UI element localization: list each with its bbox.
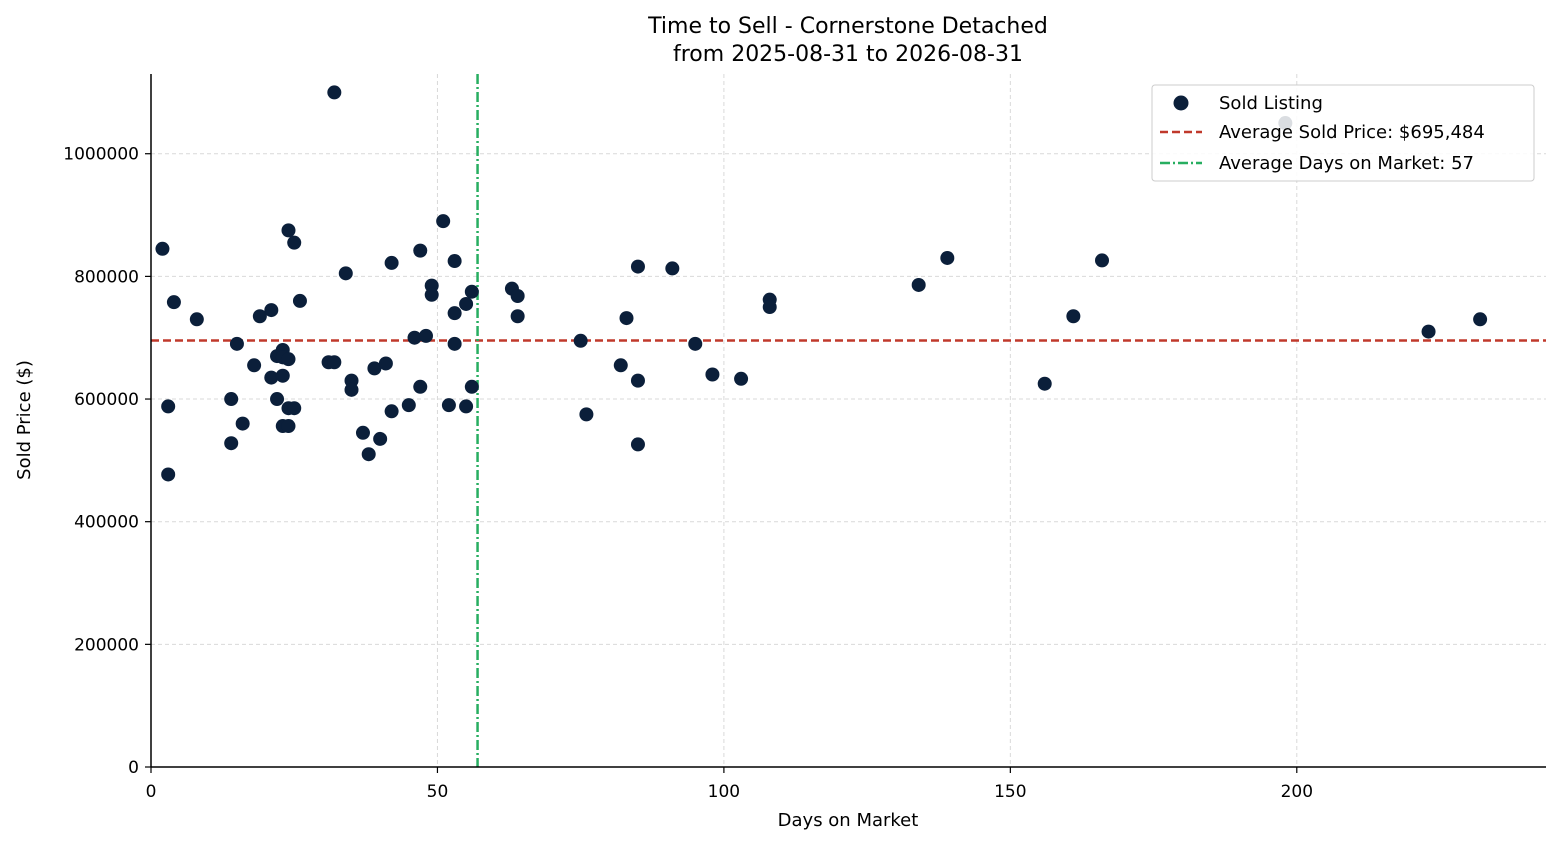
data-point [287, 235, 302, 250]
data-point [292, 293, 307, 308]
data-point [166, 295, 181, 310]
x-tick-label: 50 [427, 782, 449, 802]
data-point [630, 373, 645, 388]
legend-label-avg-price: Average Sold Price: $695,484 [1219, 122, 1485, 143]
x-tick-label: 150 [994, 782, 1026, 802]
data-point [281, 223, 296, 238]
data-point [424, 287, 439, 302]
data-point [1473, 312, 1488, 327]
data-point [630, 437, 645, 452]
data-point [734, 371, 749, 386]
data-point [1037, 376, 1052, 391]
data-point [613, 358, 628, 373]
legend: Sold Listing Average Sold Price: $695,48… [1151, 84, 1535, 182]
y-tick-label: 1000000 [63, 145, 139, 165]
data-point [161, 467, 176, 482]
x-axis-label: Days on Market [778, 810, 919, 831]
data-point [1095, 253, 1110, 268]
axes [145, 74, 1546, 773]
data-point [413, 243, 428, 258]
data-point [264, 370, 279, 385]
x-tick-label: 200 [1281, 782, 1313, 802]
data-point [264, 303, 279, 318]
data-point [447, 254, 462, 269]
data-point [270, 392, 285, 407]
data-point [344, 382, 359, 397]
data-point [275, 368, 290, 383]
legend-box [1151, 84, 1535, 182]
data-point [384, 255, 399, 270]
data-point [224, 436, 239, 451]
data-point [407, 330, 422, 345]
data-point [447, 306, 462, 321]
y-tick-label: 400000 [74, 513, 139, 533]
data-point [464, 284, 479, 299]
data-point [287, 401, 302, 416]
data-point [281, 419, 296, 434]
data-point [361, 447, 376, 462]
data-point [705, 367, 720, 382]
data-point [224, 392, 239, 407]
data-point [235, 416, 250, 431]
data-point [459, 399, 474, 414]
data-point [510, 309, 525, 324]
data-point [401, 398, 416, 413]
data-point [665, 261, 680, 276]
data-point [189, 312, 204, 327]
chart-subtitle: from 2025-08-31 to 2026-08-31 [673, 42, 1023, 67]
legend-label-avg-days: Average Days on Market: 57 [1219, 153, 1474, 174]
reference-lines [151, 74, 1546, 767]
data-point [441, 398, 456, 413]
y-tick-label: 0 [128, 758, 139, 778]
data-point [373, 431, 388, 446]
data-point [247, 358, 262, 373]
y-axis-label: Sold Price ($) [14, 360, 35, 480]
legend-label-sold-listing: Sold Listing [1219, 93, 1323, 114]
data-point [1421, 324, 1436, 339]
data-point [630, 259, 645, 274]
data-point [619, 311, 634, 326]
data-point [464, 379, 479, 394]
data-point [155, 241, 170, 256]
data-point [418, 328, 433, 343]
data-point [413, 379, 428, 394]
data-point [459, 296, 474, 311]
chart-title: Time to Sell - Cornerstone Detached [647, 14, 1048, 39]
data-point [447, 336, 462, 351]
data-point [579, 407, 594, 422]
data-point [688, 336, 703, 351]
data-point [161, 399, 176, 414]
data-point [384, 404, 399, 419]
x-tick-label: 100 [708, 782, 740, 802]
data-point [355, 425, 370, 440]
data-point [940, 250, 955, 265]
tick-labels: 0 50 100 150 200 0 200000 400000 600000 800000 100… [63, 145, 1313, 802]
y-tick-label: 800000 [74, 267, 139, 287]
data-point [338, 266, 353, 281]
data-point [252, 309, 267, 324]
data-point [378, 356, 393, 371]
data-point [281, 352, 296, 367]
legend-marker-sold-listing [1173, 95, 1189, 111]
data-point [1066, 309, 1081, 324]
y-tick-label: 600000 [74, 390, 139, 410]
y-tick-label: 200000 [74, 635, 139, 655]
data-point [229, 336, 244, 351]
data-point [436, 214, 451, 229]
data-point [911, 277, 926, 292]
data-point [762, 300, 777, 315]
x-tick-label: 0 [146, 782, 157, 802]
data-point [327, 355, 342, 370]
data-point [510, 289, 525, 304]
data-point [327, 85, 342, 100]
data-point [367, 361, 382, 376]
data-point [573, 333, 588, 348]
